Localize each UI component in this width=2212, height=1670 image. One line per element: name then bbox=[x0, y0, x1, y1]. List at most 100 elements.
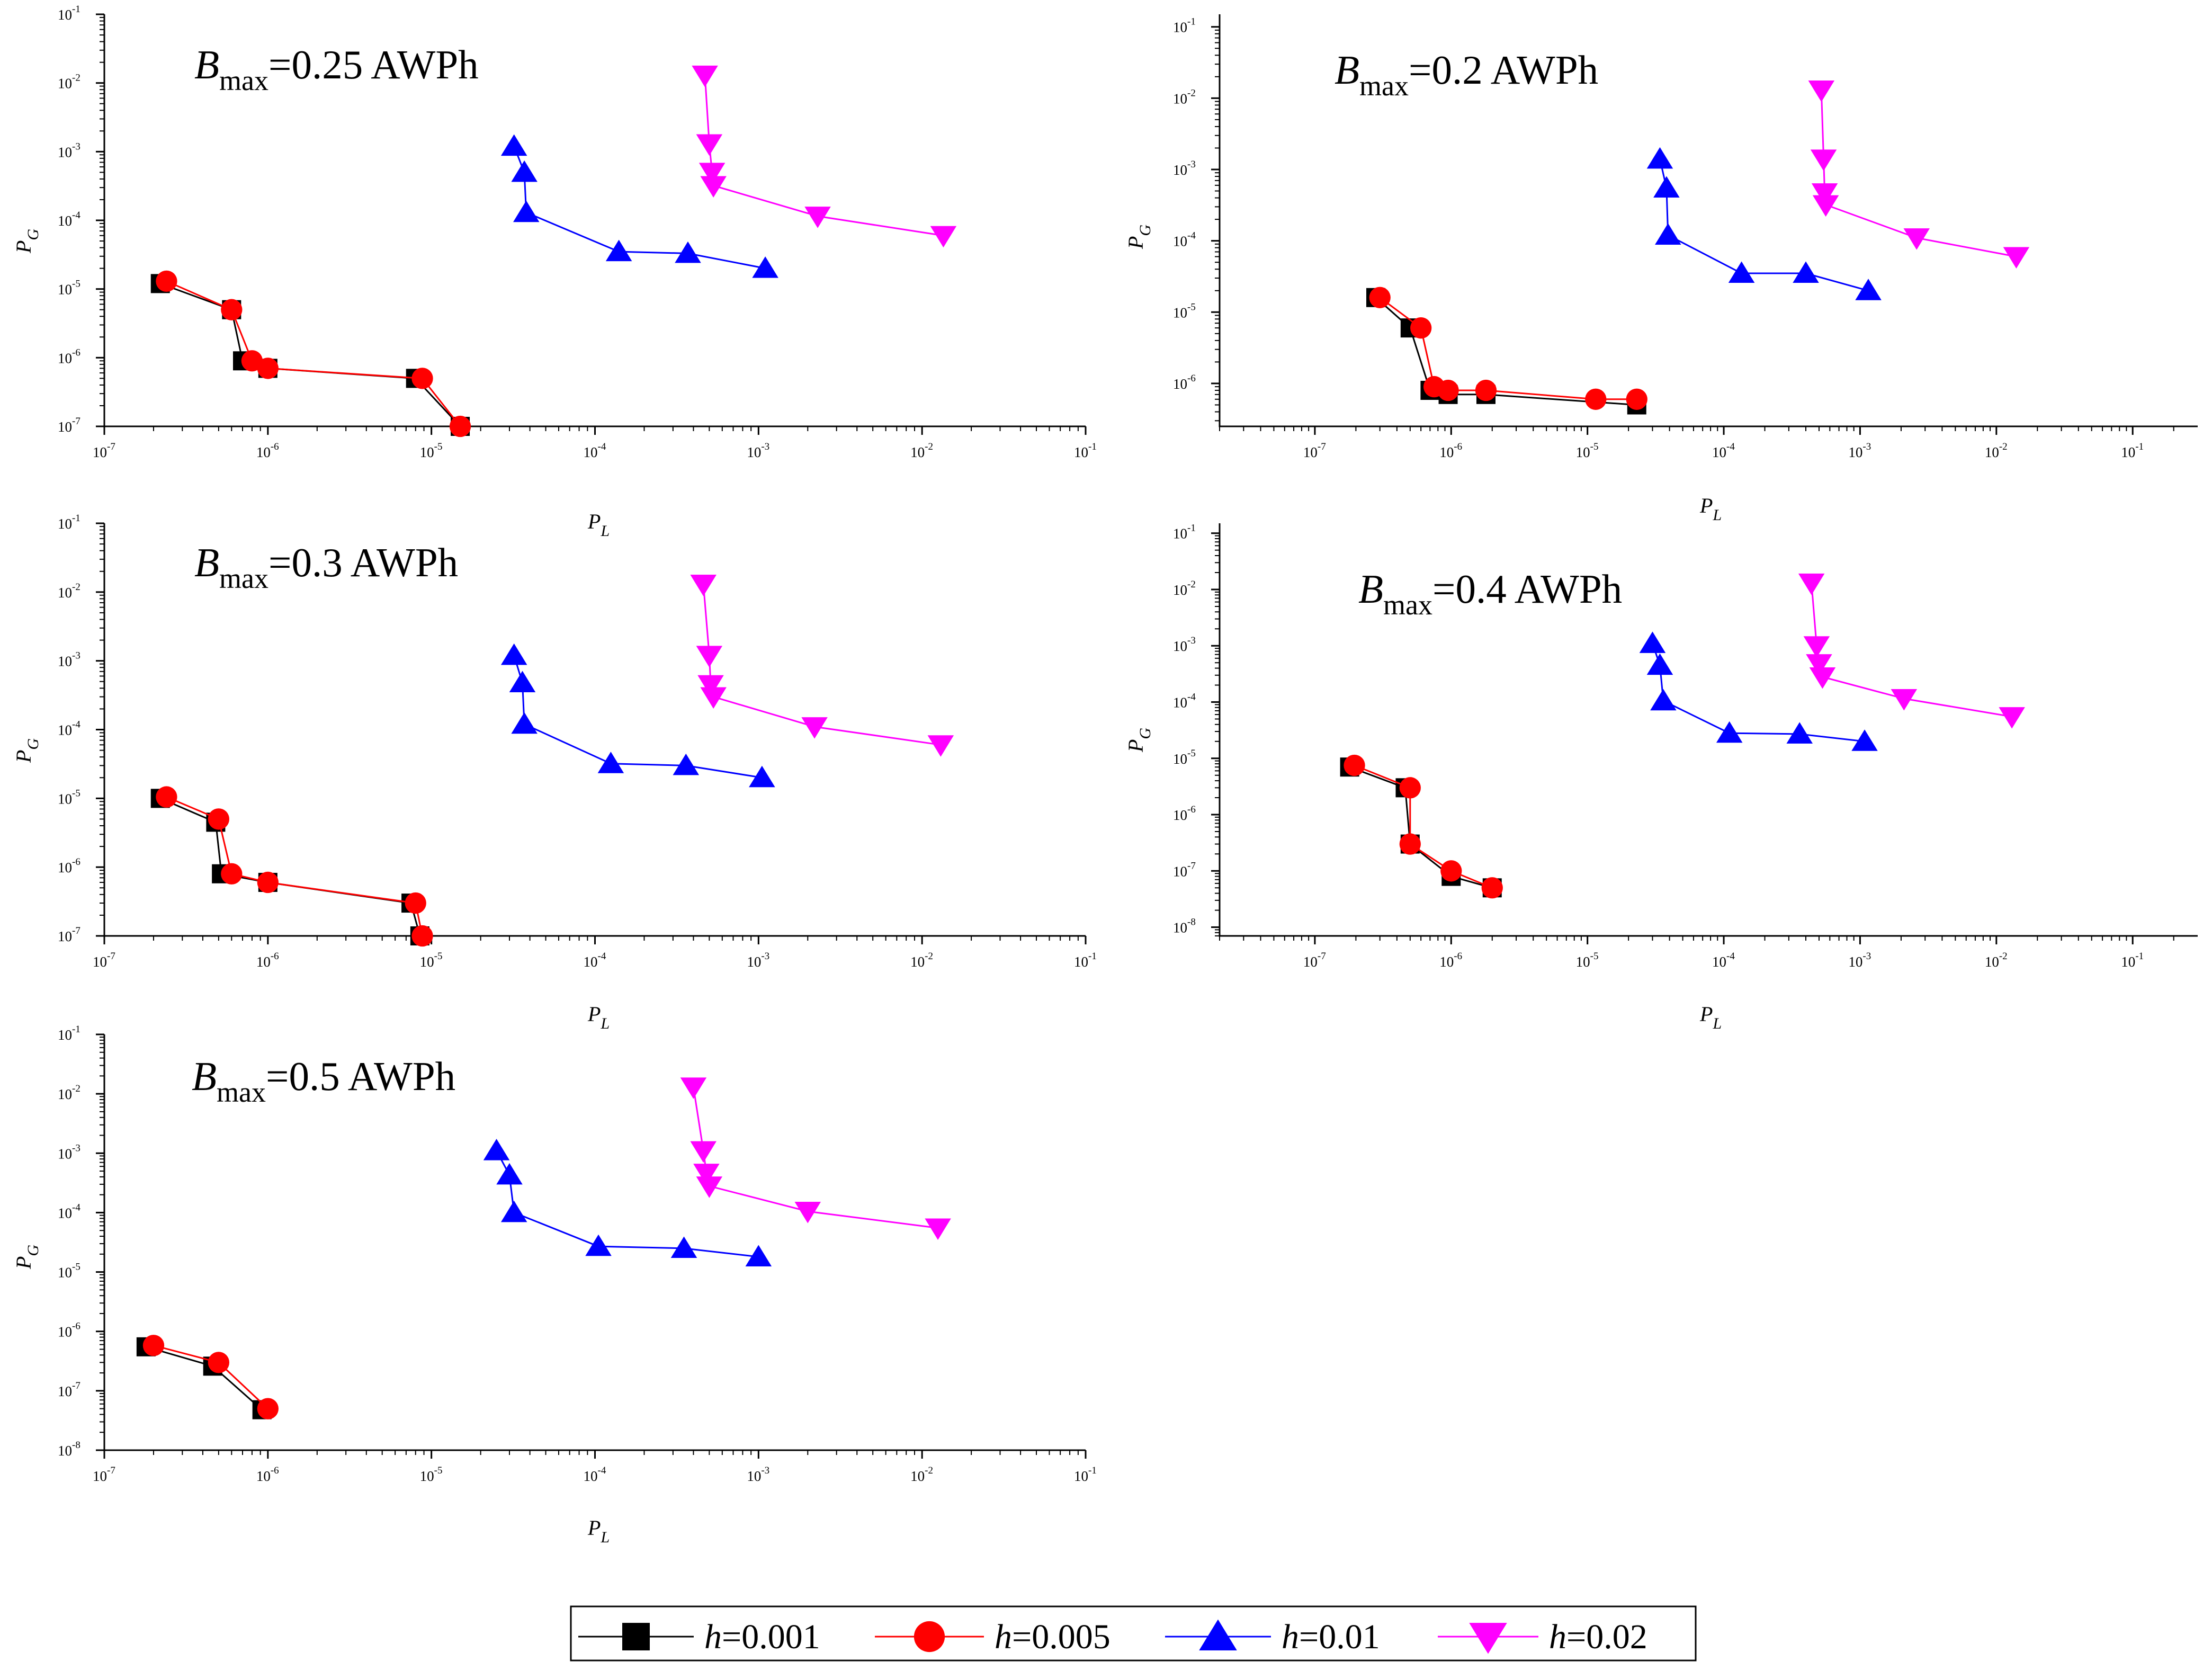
data-point bbox=[1999, 707, 2025, 729]
data-point bbox=[500, 643, 527, 665]
y-axis-label: PG bbox=[1124, 728, 1154, 753]
legend: h=0.001 h=0.005 h=0.01 h=0.02 bbox=[570, 1605, 1697, 1662]
y-tick-label: 10-6 bbox=[1173, 804, 1196, 823]
y-tick-label: 10-1 bbox=[1173, 16, 1196, 35]
y-tick-label: 10-6 bbox=[1173, 373, 1196, 392]
data-point bbox=[690, 575, 717, 596]
data-point bbox=[1803, 636, 1830, 658]
y-tick-label: 10-2 bbox=[1173, 87, 1196, 106]
x-tick-label: 10-7 bbox=[93, 951, 115, 970]
series-h-0-01 bbox=[500, 134, 778, 278]
y-tick-label: 10-7 bbox=[58, 416, 80, 435]
series-line bbox=[513, 146, 766, 270]
y-tick-label: 10-2 bbox=[58, 1083, 80, 1102]
series-h-0-01 bbox=[483, 1139, 772, 1266]
chart-panel-bmax-0-25: Bmax=0.25 AWPh PL PG 10-7 10-6 10-5 10-4 10-… bbox=[12, 4, 1097, 540]
y-tick-label: 10-1 bbox=[58, 513, 80, 532]
data-point bbox=[804, 207, 831, 228]
data-point bbox=[1650, 689, 1677, 711]
data-point bbox=[496, 1163, 523, 1185]
data-point bbox=[1809, 667, 1836, 689]
data-point bbox=[927, 735, 954, 757]
y-tick-label: 10-2 bbox=[1173, 579, 1196, 598]
data-point bbox=[1653, 176, 1680, 198]
x-tick-label: 10-2 bbox=[910, 951, 933, 970]
data-point bbox=[696, 646, 723, 667]
data-point bbox=[1855, 279, 1882, 300]
data-point bbox=[241, 350, 263, 372]
data-point bbox=[675, 241, 701, 263]
x-tick-label: 10-4 bbox=[1712, 951, 1735, 970]
y-tick-label: 10-3 bbox=[58, 650, 80, 669]
y-tick-label: 10-6 bbox=[58, 1321, 80, 1340]
x-tick-label: 10-5 bbox=[1576, 951, 1599, 970]
x-tick-label: 10-7 bbox=[1303, 951, 1326, 970]
legend-marker bbox=[914, 1621, 945, 1653]
data-point bbox=[597, 752, 624, 773]
y-tick-label: 10-4 bbox=[58, 1202, 80, 1221]
x-tick-label: 10-7 bbox=[93, 1465, 115, 1484]
x-tick-label: 10-7 bbox=[1303, 441, 1326, 460]
data-point bbox=[1626, 388, 1647, 410]
data-point bbox=[411, 368, 433, 389]
data-point bbox=[1728, 261, 1755, 283]
data-point bbox=[680, 1077, 707, 1099]
data-point bbox=[801, 717, 828, 739]
legend-label: h=0.005 bbox=[995, 1618, 1111, 1656]
x-tick-label: 10-3 bbox=[1848, 441, 1871, 460]
y-tick-label: 10-3 bbox=[58, 1142, 80, 1162]
legend-item-h-0-02: h=0.02 bbox=[1438, 1618, 1647, 1656]
data-point bbox=[697, 675, 724, 697]
x-tick-label: 10-5 bbox=[1576, 441, 1599, 460]
series-line bbox=[160, 282, 461, 427]
data-point bbox=[1646, 147, 1673, 169]
y-tick-label: 10-7 bbox=[58, 925, 80, 944]
y-tick-label: 10-7 bbox=[58, 1380, 80, 1399]
data-point bbox=[1812, 195, 1839, 217]
y-tick-label: 10-4 bbox=[1173, 230, 1196, 249]
data-point bbox=[511, 160, 538, 182]
x-axis-label: PL bbox=[1699, 1002, 1722, 1032]
y-tick-label: 10-5 bbox=[58, 279, 80, 298]
data-point bbox=[752, 256, 778, 278]
data-point bbox=[500, 134, 527, 156]
series-h-0-001 bbox=[150, 274, 470, 436]
legend-label: h=0.02 bbox=[1549, 1618, 1647, 1656]
y-axis-label: PG bbox=[1124, 225, 1154, 249]
y-axis-label: PG bbox=[12, 229, 42, 254]
x-tick-label: 10-4 bbox=[584, 441, 606, 460]
data-point bbox=[1798, 573, 1825, 595]
y-tick-label: 10-1 bbox=[1173, 523, 1196, 542]
y-tick-label: 10-1 bbox=[58, 4, 80, 23]
data-point bbox=[925, 1218, 951, 1240]
y-tick-label: 10-5 bbox=[58, 788, 80, 807]
x-tick-label: 10-4 bbox=[584, 1465, 606, 1484]
x-axis-label: PL bbox=[587, 1002, 610, 1032]
x-axis-label: PL bbox=[587, 1516, 610, 1546]
data-point bbox=[2003, 247, 2030, 269]
x-tick-label: 10-5 bbox=[420, 1465, 443, 1484]
data-point bbox=[700, 687, 727, 709]
data-point bbox=[1891, 689, 1918, 711]
data-point bbox=[1475, 379, 1497, 401]
x-tick-label: 10-1 bbox=[2121, 441, 2144, 460]
data-point bbox=[1646, 653, 1673, 675]
series-line bbox=[1659, 158, 1869, 292]
data-point bbox=[1811, 183, 1838, 205]
x-axis-label: PL bbox=[587, 510, 610, 540]
x-tick-label: 10-6 bbox=[1439, 951, 1462, 970]
panel-title: Bmax=0.3 AWPh bbox=[194, 540, 458, 594]
legend-item-h-0-01: h=0.01 bbox=[1165, 1618, 1380, 1656]
legend-marker bbox=[622, 1623, 650, 1650]
data-point bbox=[513, 200, 540, 222]
data-point bbox=[208, 1352, 230, 1373]
x-tick-label: 10-5 bbox=[420, 951, 443, 970]
series-line bbox=[513, 655, 763, 779]
data-point bbox=[221, 863, 243, 885]
data-point bbox=[1793, 261, 1819, 283]
series-h-0-01 bbox=[1646, 147, 1882, 300]
chart-panel-bmax-0-3: Bmax=0.3 AWPh PL PG 10-7 10-6 10-5 10-4 10-3… bbox=[12, 513, 1097, 1032]
series-line bbox=[1349, 766, 1493, 889]
series-line bbox=[166, 280, 461, 427]
data-point bbox=[156, 270, 177, 292]
